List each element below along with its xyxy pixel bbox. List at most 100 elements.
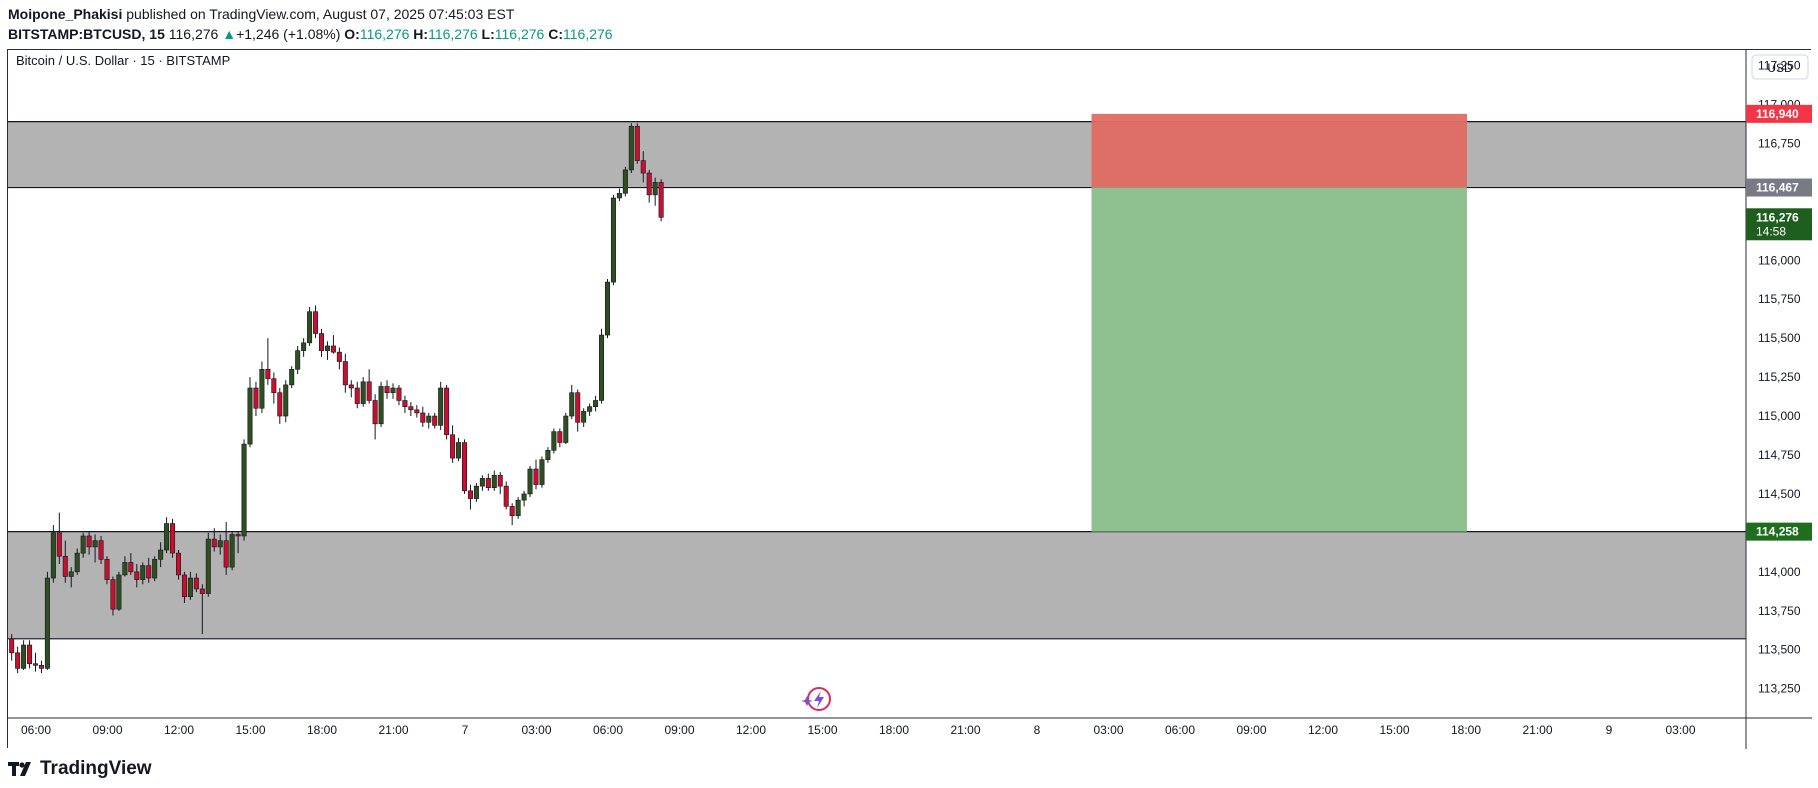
candle-down[interactable]	[354, 387, 360, 404]
candle-up[interactable]	[187, 577, 193, 598]
candle-up[interactable]	[307, 311, 313, 344]
candle-up[interactable]	[324, 345, 330, 351]
take-profit-zone[interactable]	[1091, 187, 1468, 532]
candle-down[interactable]	[372, 400, 378, 425]
candle-down[interactable]	[658, 182, 664, 218]
candle-up[interactable]	[479, 478, 485, 487]
candle-down[interactable]	[575, 392, 581, 423]
candle-down[interactable]	[467, 490, 473, 499]
candle-up[interactable]	[241, 443, 247, 537]
candle-down[interactable]	[128, 562, 134, 573]
candle-up[interactable]	[616, 193, 622, 199]
candle-down[interactable]	[330, 345, 336, 353]
candle-down[interactable]	[366, 381, 372, 401]
candle-up[interactable]	[456, 442, 462, 459]
candle-down[interactable]	[533, 468, 539, 485]
candle-down[interactable]	[146, 565, 152, 579]
candle-up[interactable]	[68, 571, 74, 577]
candle-down[interactable]	[38, 664, 44, 669]
candle-up[interactable]	[610, 197, 616, 283]
candle-down[interactable]	[62, 555, 68, 577]
stop-loss-zone[interactable]	[1091, 113, 1468, 188]
candle-up[interactable]	[116, 574, 122, 610]
candle-down[interactable]	[634, 126, 640, 161]
candle-down[interactable]	[348, 384, 354, 389]
candle-up[interactable]	[217, 540, 223, 548]
candle-up[interactable]	[628, 126, 634, 171]
candle-up[interactable]	[569, 392, 575, 417]
currency-button[interactable]	[1751, 54, 1809, 80]
candle-up[interactable]	[140, 565, 146, 580]
candle-up[interactable]	[593, 400, 599, 408]
candle-down[interactable]	[223, 540, 229, 568]
candle-down[interactable]	[199, 588, 205, 594]
lightning-icon[interactable]	[801, 687, 831, 711]
candle-up[interactable]	[301, 342, 307, 351]
candle-down[interactable]	[336, 351, 342, 362]
candle-down[interactable]	[170, 523, 176, 554]
candle-down[interactable]	[432, 415, 438, 426]
candle-up[interactable]	[92, 540, 98, 548]
candle-down[interactable]	[277, 392, 283, 417]
candle-down[interactable]	[253, 387, 259, 409]
candle-down[interactable]	[444, 387, 450, 436]
zone-rect-1[interactable]	[8, 531, 1746, 639]
candle-up[interactable]	[551, 431, 557, 451]
chart-frame[interactable]: Bitcoin / U.S. Dollar · 15 · BITSTAMP USD…	[7, 49, 1812, 749]
candle-down[interactable]	[56, 532, 62, 557]
price-chart[interactable]: Bitcoin / U.S. Dollar · 15 · BITSTAMP USD…	[8, 50, 1812, 749]
candle-down[interactable]	[485, 478, 491, 488]
candle-up[interactable]	[545, 450, 551, 460]
candle-up[interactable]	[360, 381, 366, 404]
tradingview-logo[interactable]: TradingView	[8, 756, 152, 782]
candle-down[interactable]	[134, 571, 140, 580]
candle-up[interactable]	[378, 386, 384, 425]
candle-down[interactable]	[104, 559, 110, 580]
candle-down[interactable]	[497, 474, 503, 487]
candle-up[interactable]	[563, 415, 569, 443]
candle-down[interactable]	[15, 652, 21, 669]
candle-up[interactable]	[289, 369, 295, 386]
candle-up[interactable]	[259, 369, 265, 409]
candle-up[interactable]	[283, 384, 289, 417]
candle-up[interactable]	[390, 387, 396, 393]
candle-down[interactable]	[503, 485, 509, 507]
candle-down[interactable]	[211, 538, 217, 548]
candle-down[interactable]	[461, 442, 467, 492]
candle-up[interactable]	[21, 644, 27, 669]
candle-up[interactable]	[539, 459, 545, 485]
candle-up[interactable]	[295, 350, 301, 370]
candle-up[interactable]	[521, 493, 527, 501]
candle-down[interactable]	[509, 506, 515, 517]
candle-down[interactable]	[110, 579, 116, 610]
candle-down[interactable]	[342, 361, 348, 386]
candle-up[interactable]	[164, 523, 170, 551]
candle-down[interactable]	[86, 535, 92, 548]
candle-up[interactable]	[205, 538, 211, 594]
candle-up[interactable]	[426, 415, 432, 423]
candle-up[interactable]	[229, 534, 235, 568]
candle-up[interactable]	[587, 406, 593, 412]
candle-up[interactable]	[527, 468, 533, 495]
zone-rect-0[interactable]	[8, 121, 1746, 188]
candle-down[interactable]	[450, 434, 456, 459]
candle-down[interactable]	[646, 172, 652, 196]
candle-up[interactable]	[599, 334, 605, 401]
candle-up[interactable]	[581, 411, 587, 423]
candle-down[interactable]	[420, 412, 426, 423]
candle-down[interactable]	[640, 160, 646, 174]
candle-down[interactable]	[557, 431, 563, 443]
candle-up[interactable]	[158, 549, 164, 560]
candle-down[interactable]	[271, 378, 277, 393]
candle-down[interactable]	[98, 540, 104, 560]
candle-up[interactable]	[438, 387, 444, 426]
candle-down[interactable]	[9, 638, 15, 654]
candle-up[interactable]	[473, 485, 479, 499]
candle-up[interactable]	[44, 577, 50, 669]
candle-up[interactable]	[622, 169, 628, 194]
candle-down[interactable]	[27, 644, 33, 665]
candle-up[interactable]	[50, 532, 56, 579]
candle-up[interactable]	[515, 499, 521, 517]
candle-down[interactable]	[32, 663, 38, 666]
author-name[interactable]: Moipone_Phakisi	[8, 6, 123, 22]
